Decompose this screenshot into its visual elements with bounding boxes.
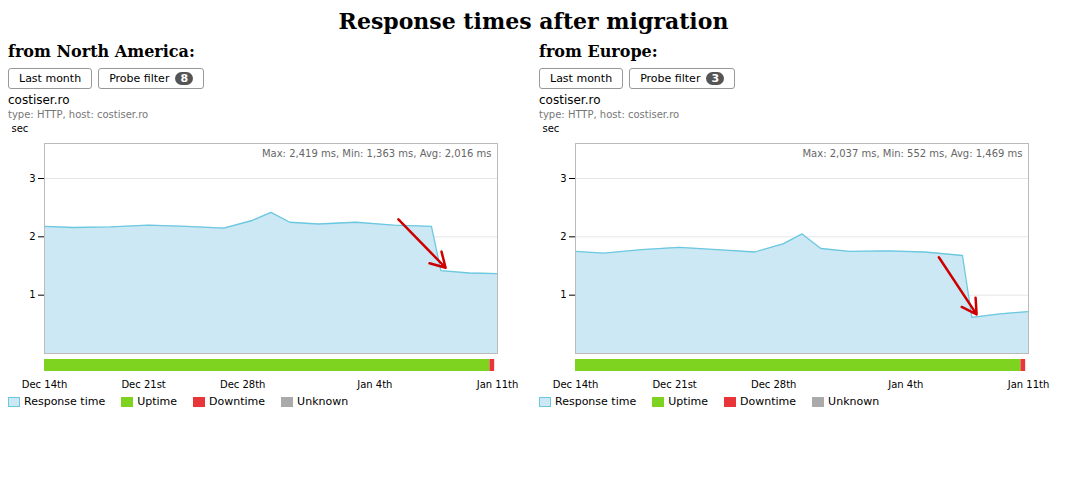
html-text:Last month: Last month <box>550 72 613 85</box>
html-text:Probe filter: Probe filter <box>109 72 170 85</box>
html-text:Downtime: Downtime <box>209 395 266 408</box>
svg-text:sec: sec <box>543 123 560 134</box>
html-text:Downtime: Downtime <box>740 395 797 408</box>
svg-text:1: 1 <box>29 289 35 300</box>
html-text:8: 8 <box>180 72 189 85</box>
html-text:Unknown: Unknown <box>828 395 880 408</box>
html-text:Response time: Response time <box>24 395 106 408</box>
svg-text:Dec 21st: Dec 21st <box>652 379 696 390</box>
svg-text:Jan 4th: Jan 4th <box>356 379 392 390</box>
svg-text:Dec 21st: Dec 21st <box>121 379 165 390</box>
svg-text:2: 2 <box>29 231 35 242</box>
svg-text:Max: 2,419 ms, Min: 1,363 ms,: Max: 2,419 ms, Min: 1,363 ms, Avg: 2,016… <box>262 148 492 159</box>
html-text:costiser.ro: costiser.ro <box>539 93 601 107</box>
html-text:Uptime: Uptime <box>668 395 709 408</box>
html-text:Uptime: Uptime <box>137 395 178 408</box>
html-text:Last month: Last month <box>19 72 82 85</box>
html-text:Response times after migration: Response times after migration <box>338 8 729 34</box>
svg-text:Jan 11th: Jan 11th <box>1007 379 1050 390</box>
html-text:from Europe:: from Europe: <box>539 42 658 61</box>
svg-text:3: 3 <box>560 173 566 184</box>
svg-text:3: 3 <box>29 173 35 184</box>
svg-text:Max: 2,037 ms, Min: 552 ms, Av: Max: 2,037 ms, Min: 552 ms, Avg: 1,469 m… <box>802 148 1022 159</box>
html-text:type: HTTP, host: costiser.ro: type: HTTP, host: costiser.ro <box>539 109 680 120</box>
html-text:costiser.ro: costiser.ro <box>8 93 70 107</box>
svg-text:Dec 14th: Dec 14th <box>22 379 68 390</box>
svg-text:Jan 4th: Jan 4th <box>887 379 923 390</box>
html-text:3: 3 <box>711 72 720 85</box>
svg-text:Dec 14th: Dec 14th <box>553 379 599 390</box>
html-text:from North America:: from North America: <box>8 42 195 61</box>
html-text:Response time: Response time <box>555 395 637 408</box>
svg-text:2: 2 <box>560 231 566 242</box>
html-text:Unknown: Unknown <box>297 395 349 408</box>
html-text:type: HTTP, host: costiser.ro: type: HTTP, host: costiser.ro <box>8 109 149 120</box>
svg-text:1: 1 <box>560 289 566 300</box>
svg-text:Dec 28th: Dec 28th <box>751 379 797 390</box>
html-text:Probe filter: Probe filter <box>640 72 701 85</box>
svg-text:sec: sec <box>12 123 29 134</box>
svg-text:Jan 11th: Jan 11th <box>476 379 519 390</box>
svg-text:Dec 28th: Dec 28th <box>220 379 266 390</box>
